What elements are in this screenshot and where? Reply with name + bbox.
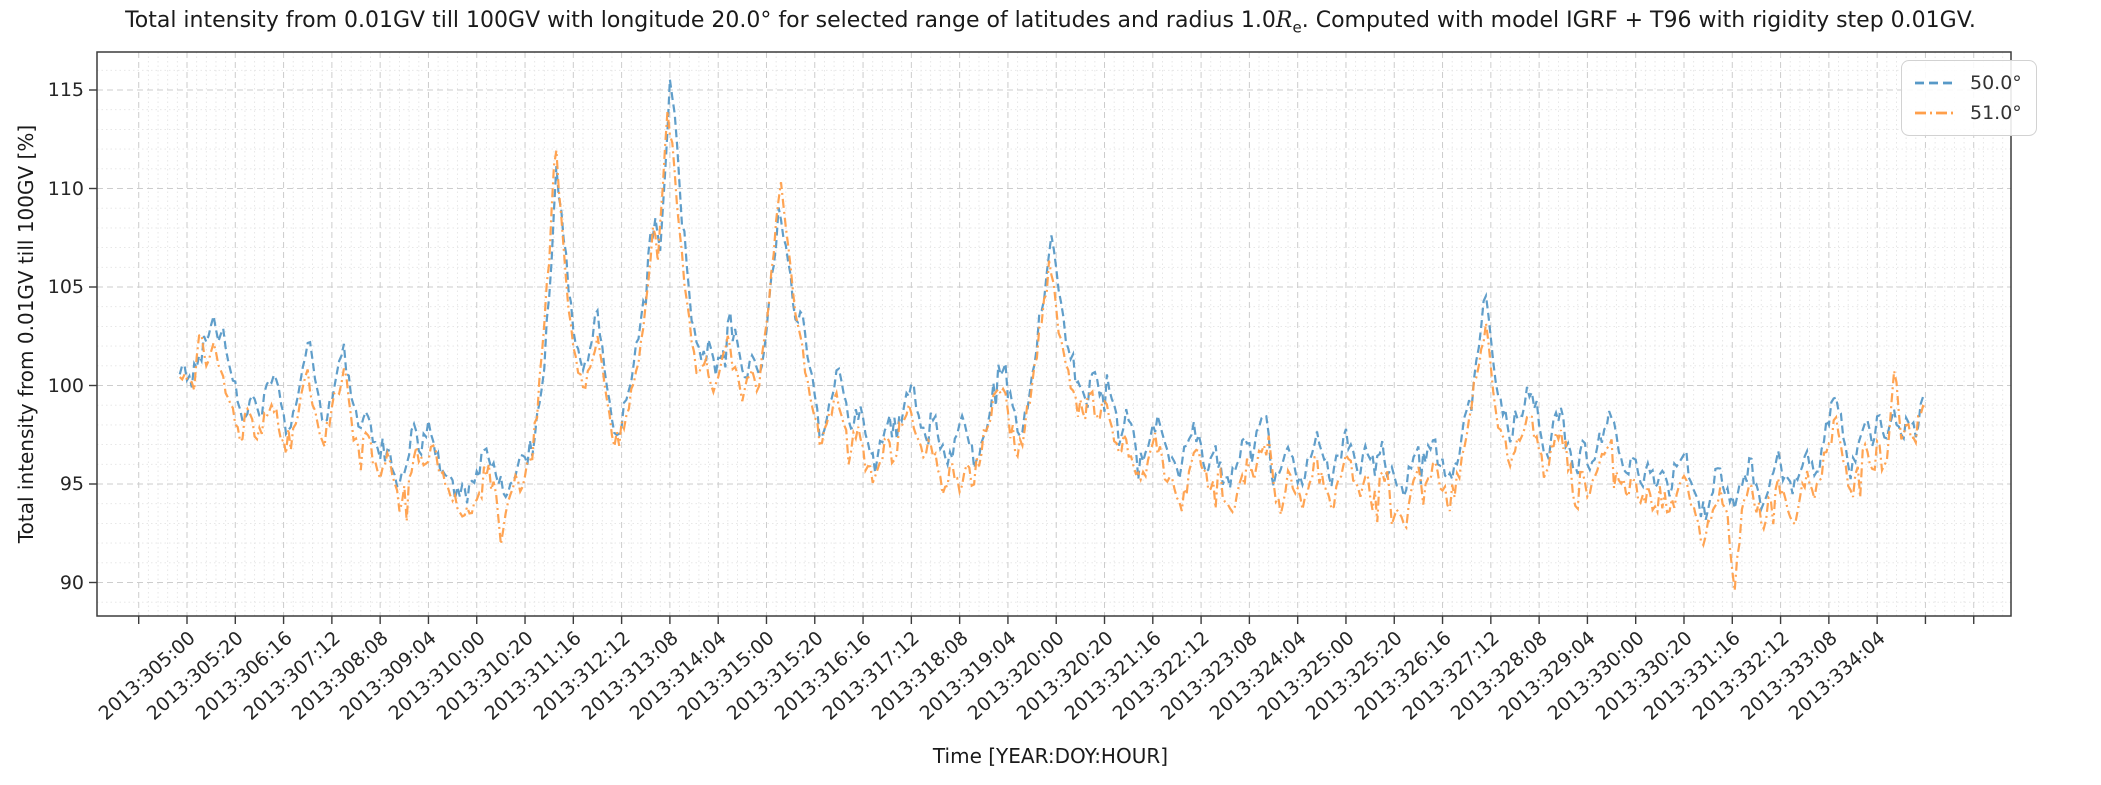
y-tick-label: 110 [47,177,84,200]
plot-border [96,51,2012,617]
legend-entry-label: 50.0° [1970,72,2022,94]
legend-entry-label: 51.0° [1970,102,2022,124]
legend: 50.0° 51.0° [1901,60,2037,136]
y-tick-label: 115 [47,79,84,101]
series-line-50.0° [178,79,1927,520]
y-tick-label: 90 [59,571,84,594]
chart-title-math-base: R [1275,8,1293,33]
legend-entry: 51.0° [1914,98,2022,128]
chart-title-math-sub: e [1292,18,1302,37]
chart-title-post: . Computed with model IGRF + T96 with ri… [1301,8,1976,33]
y-tick-label: 100 [47,374,84,397]
chart-title: Total intensity from 0.01GV till 100GV w… [0,8,2101,36]
chart-title-pre: Total intensity from 0.01GV till 100GV w… [125,8,1276,33]
series-line-51.0° [179,110,1927,591]
x-axis-label: Time [YEAR:DOY:HOUR] [932,744,1169,768]
legend-dashdot-line-icon [1915,111,1957,115]
legend-dashed-line-icon [1915,81,1957,85]
y-tick-label: 95 [59,473,84,495]
legend-entry: 50.0° [1914,68,2022,98]
y-tick-label: 105 [47,276,84,298]
